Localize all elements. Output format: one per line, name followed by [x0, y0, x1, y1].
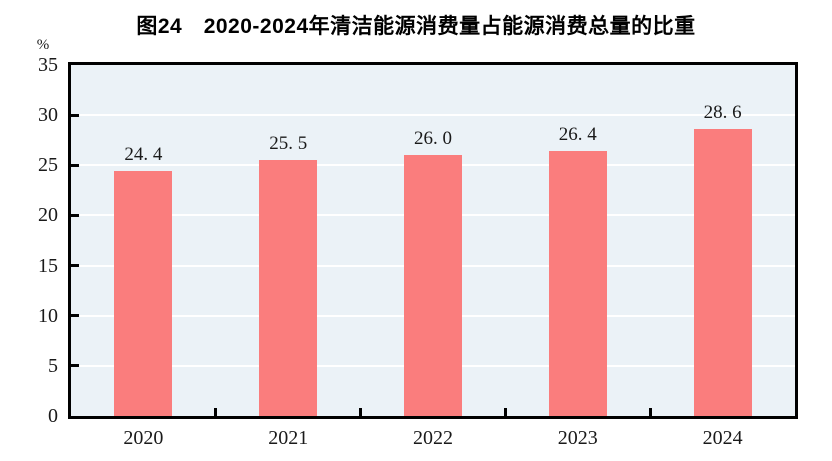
x-axis-tick-label: 2022: [413, 427, 453, 449]
plot-area: [68, 62, 798, 419]
x-axis-tick-label: 2020: [123, 427, 164, 449]
x-axis-tick-label: 2024: [702, 427, 743, 449]
y-axis-tick-mark: [71, 113, 79, 117]
y-axis-tick-label: 20: [38, 204, 58, 227]
y-axis-tick-label: 15: [38, 254, 58, 277]
y-axis-tick-label: 0: [48, 405, 58, 427]
y-axis-tick-mark: [71, 364, 79, 368]
bar-value-label: 28. 6: [703, 102, 742, 124]
bar-value-label: 26. 0: [414, 128, 452, 150]
bar-value-label: 24. 4: [124, 144, 163, 166]
bar: [404, 155, 462, 416]
y-axis-unit-label: %: [36, 37, 50, 53]
y-axis-tick-mark: [71, 314, 79, 318]
x-axis-tick-mark: [359, 408, 363, 416]
bar-value-label: 25. 5: [269, 133, 308, 155]
y-axis-tick-label: 25: [38, 154, 58, 177]
y-axis-tick-mark: [71, 213, 79, 217]
x-axis-tick-mark: [214, 408, 218, 416]
y-axis-tick-mark: [71, 163, 79, 167]
bar: [114, 171, 173, 416]
bar: [548, 151, 607, 416]
bar: [693, 129, 752, 416]
y-axis-tick-label: 30: [38, 104, 58, 127]
gridline: [71, 114, 795, 117]
x-axis-tick-mark: [503, 408, 507, 416]
y-axis-tick-label: 10: [38, 304, 58, 327]
x-axis-tick-label: 2023: [557, 427, 598, 449]
y-axis-tick-mark: [71, 264, 79, 268]
bar-value-label: 26. 4: [558, 124, 597, 146]
bar: [259, 160, 318, 416]
y-axis-tick-label: 5: [48, 354, 58, 377]
chart-title: 图24 2020-2024年清洁能源消费量占能源消费总量的比重: [136, 15, 696, 38]
x-axis-tick-label: 2021: [268, 427, 309, 449]
x-axis-tick-mark: [648, 408, 652, 416]
y-axis-tick-label: 35: [38, 54, 58, 76]
